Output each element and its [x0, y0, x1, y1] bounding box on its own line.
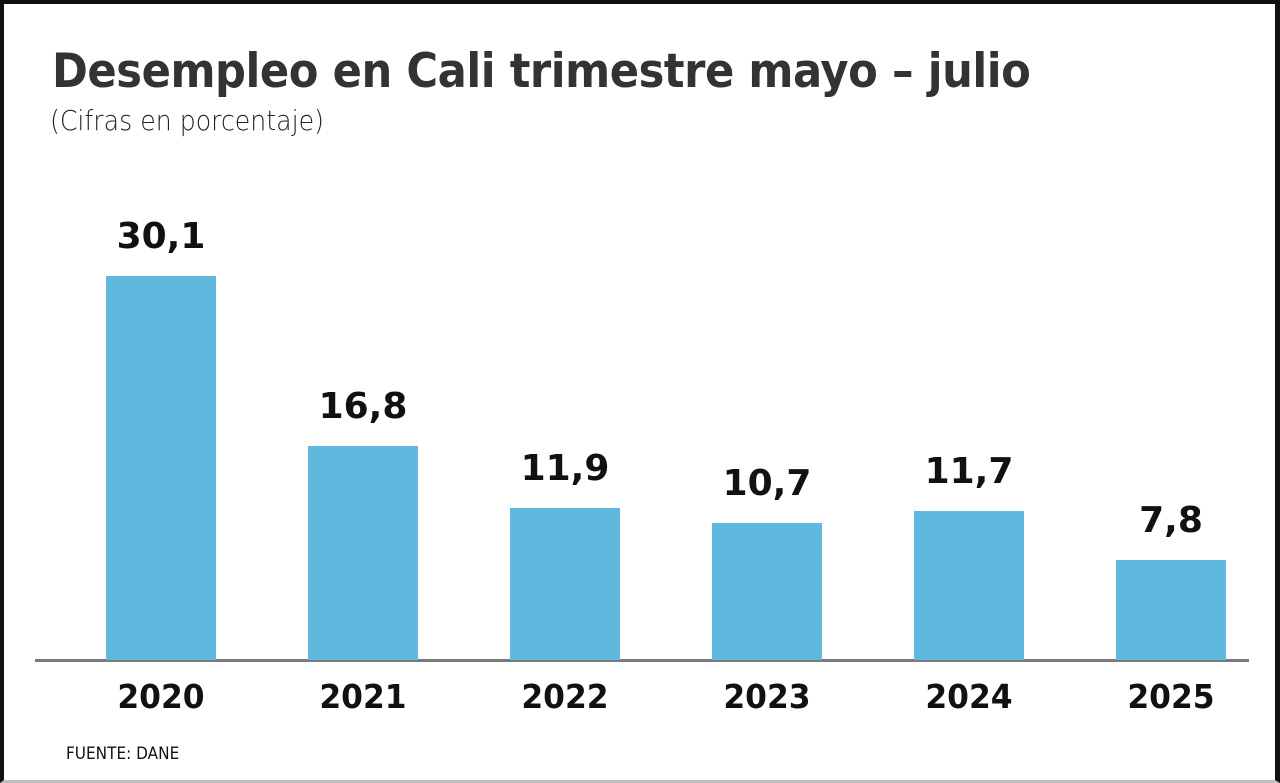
- x-tick-2024: 2024: [925, 677, 1013, 716]
- data-label-2025: 7,8: [1139, 500, 1203, 541]
- x-tick-2020: 2020: [117, 677, 205, 716]
- source-note: FUENTE: DANE: [66, 744, 180, 764]
- chart-title: Desempleo en Cali trimestre mayo – julio: [52, 44, 1031, 99]
- data-label-2021: 16,8: [318, 386, 408, 427]
- data-label-2024: 11,7: [924, 451, 1014, 492]
- bar-2023: [712, 523, 822, 660]
- bar-2022: [510, 508, 620, 660]
- data-label-2023: 10,7: [722, 463, 812, 504]
- bar-2021: [308, 446, 418, 660]
- bar-2020: [106, 276, 216, 660]
- data-label-2020: 30,1: [116, 216, 206, 257]
- x-tick-2022: 2022: [521, 677, 609, 716]
- x-tick-2025: 2025: [1127, 677, 1215, 716]
- bar-2024: [914, 511, 1024, 660]
- bar-2025: [1116, 560, 1226, 660]
- chart-subtitle: (Cifras en porcentaje): [50, 104, 324, 137]
- x-tick-2023: 2023: [723, 677, 811, 716]
- x-tick-2021: 2021: [319, 677, 407, 716]
- data-label-2022: 11,9: [520, 448, 610, 489]
- x-axis-baseline: [35, 659, 1249, 662]
